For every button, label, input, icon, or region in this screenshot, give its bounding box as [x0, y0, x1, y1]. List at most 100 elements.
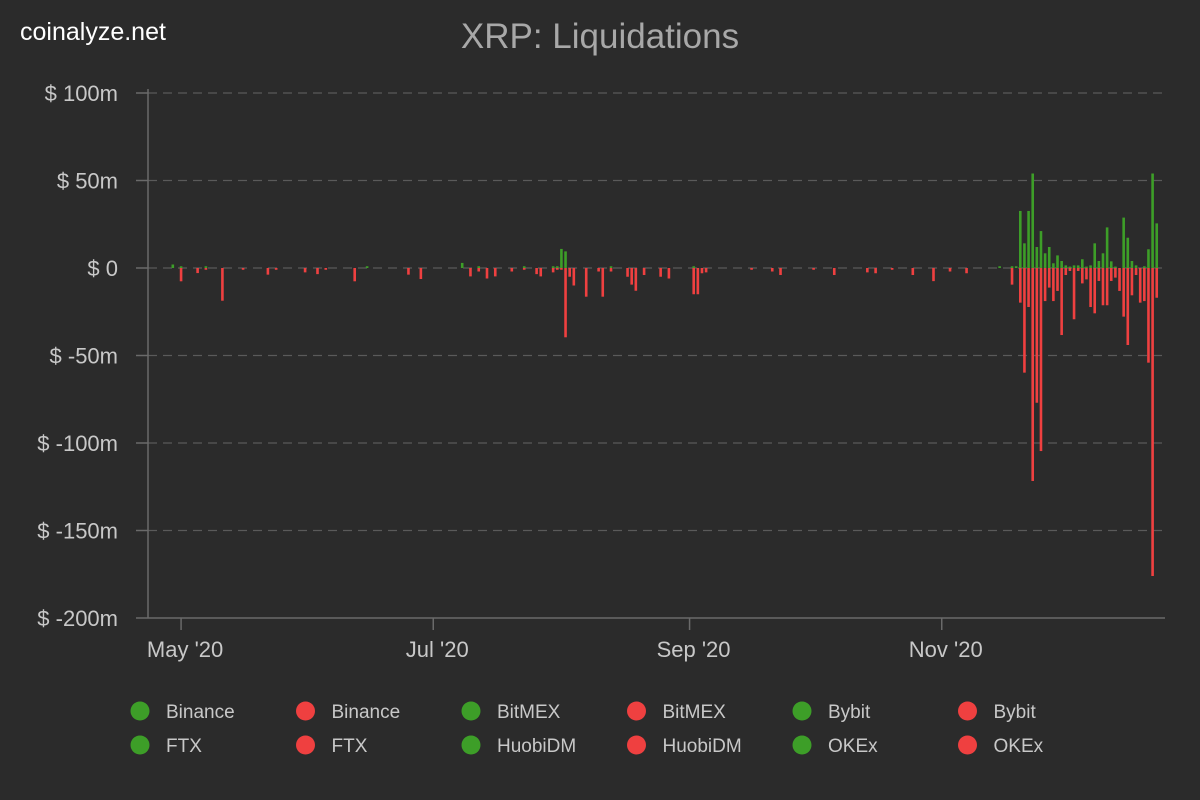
legend-item[interactable]: FTX — [296, 735, 368, 758]
legend-marker-icon — [130, 701, 150, 721]
bar-negative — [572, 268, 576, 286]
bar-positive — [1076, 265, 1080, 268]
legend-item[interactable]: Bybit — [958, 701, 1036, 724]
legend: Binance Binance BitMEX BitMEX Bybit Bybit FTX F… — [130, 701, 1044, 758]
bar-positive — [1147, 249, 1150, 268]
bar-negative — [469, 268, 472, 277]
legend-label: FTX — [332, 736, 368, 757]
bar-negative — [1035, 268, 1039, 403]
bar-negative — [630, 268, 633, 285]
bar-positive — [1130, 261, 1134, 268]
bar-positive — [1101, 253, 1105, 268]
bar-negative — [493, 268, 497, 277]
bar-negative — [642, 268, 646, 275]
bar-positive — [460, 262, 464, 268]
x-axis-ticks: May '20 Jul '20 Sep '20 Nov '20 — [147, 618, 983, 662]
x-tick-label: May '20 — [147, 637, 223, 662]
bar-negative — [1093, 268, 1097, 314]
bar-negative — [1043, 268, 1047, 302]
gridlines — [136, 89, 1165, 619]
legend-item[interactable]: OKEx — [792, 735, 879, 758]
legend-item[interactable]: FTX — [130, 735, 203, 758]
bar-negative — [1060, 268, 1063, 336]
bar-negative — [965, 268, 968, 274]
bar-negative — [407, 268, 410, 275]
bar-negative — [770, 268, 774, 272]
bar-positive — [1122, 217, 1125, 268]
legend-item[interactable]: Binance — [296, 701, 401, 724]
bar-negative — [696, 268, 700, 295]
bar-negative — [353, 268, 357, 282]
x-tick-label: Nov '20 — [909, 637, 983, 662]
bar-negative — [601, 268, 605, 297]
bar-positive — [692, 266, 696, 268]
bar-negative — [241, 268, 245, 270]
bar-negative — [584, 268, 588, 297]
bar-negative — [221, 268, 224, 301]
bar-positive — [1081, 259, 1084, 268]
bar-positive — [1134, 265, 1138, 268]
bar-positive — [1109, 261, 1113, 268]
bar-positive — [1068, 266, 1072, 268]
legend-marker-icon — [958, 735, 977, 755]
legend-marker-icon — [296, 701, 315, 721]
bar-negative — [1147, 268, 1150, 363]
y-tick-label: $ -100m — [37, 431, 118, 456]
bar-negative — [1064, 268, 1068, 275]
bar-negative — [316, 268, 319, 275]
legend-item[interactable]: Binance — [130, 701, 235, 724]
x-tick-label: Sep '20 — [657, 637, 731, 662]
bar-negative — [1105, 268, 1109, 306]
bar-positive — [522, 266, 526, 268]
bar-negative — [1076, 268, 1080, 271]
bar-negative — [555, 268, 559, 270]
bar-negative — [560, 268, 563, 270]
bar-negative — [1052, 268, 1055, 302]
bar-positive — [204, 266, 208, 268]
bar-positive — [1089, 265, 1092, 268]
chart-title: XRP: Liquidations — [461, 17, 739, 56]
bar-positive — [1155, 223, 1159, 268]
bar-positive — [1052, 263, 1055, 268]
legend-item[interactable]: HuobiDM — [461, 735, 577, 758]
bar-positive — [555, 266, 559, 268]
legend-item[interactable]: BitMEX — [627, 701, 726, 724]
bar-positive — [171, 264, 175, 268]
y-tick-label: $ -150m — [37, 519, 118, 544]
legend-label: Binance — [332, 702, 401, 723]
bar-negative — [1155, 268, 1159, 298]
bar-negative — [204, 268, 208, 270]
bar-negative — [1023, 268, 1026, 373]
legend-marker-icon — [792, 701, 812, 721]
bar-negative — [1138, 268, 1142, 303]
bar-negative — [274, 268, 278, 270]
bar-positive — [998, 266, 1001, 268]
legend-item[interactable]: BitMEX — [461, 701, 561, 724]
bar-positive — [1105, 227, 1109, 268]
bar-positive — [1060, 261, 1063, 268]
bar-negative — [866, 268, 869, 273]
y-tick-label: $ -200m — [37, 606, 118, 631]
legend-item[interactable]: Bybit — [792, 701, 871, 724]
bar-negative — [1097, 268, 1101, 281]
bar-positive — [365, 266, 369, 268]
y-axis-ticks: $ 100m $ 50m $ 0 $ -50m $ -100m $ -150m $ -200… — [37, 81, 118, 631]
bar-negative — [1019, 268, 1022, 303]
bar-positive — [1072, 265, 1076, 268]
legend-label: HuobiDM — [497, 736, 576, 757]
legend-item[interactable]: OKEx — [958, 735, 1044, 758]
bar-negative — [1122, 268, 1125, 317]
bar-negative — [692, 268, 696, 295]
bar-negative — [1109, 268, 1113, 281]
bar-negative — [609, 268, 613, 272]
legend-item[interactable]: HuobiDM — [627, 735, 742, 758]
legend-label: OKEx — [828, 736, 878, 757]
bar-negative — [196, 268, 199, 274]
y-tick-label: $ 0 — [87, 256, 118, 281]
bar-positive — [551, 266, 555, 268]
bar-positive — [1027, 210, 1030, 268]
legend-label: HuobiDM — [663, 736, 742, 757]
brand-logo-text: coinalyze.net — [20, 18, 166, 46]
bar-negative — [932, 268, 935, 282]
